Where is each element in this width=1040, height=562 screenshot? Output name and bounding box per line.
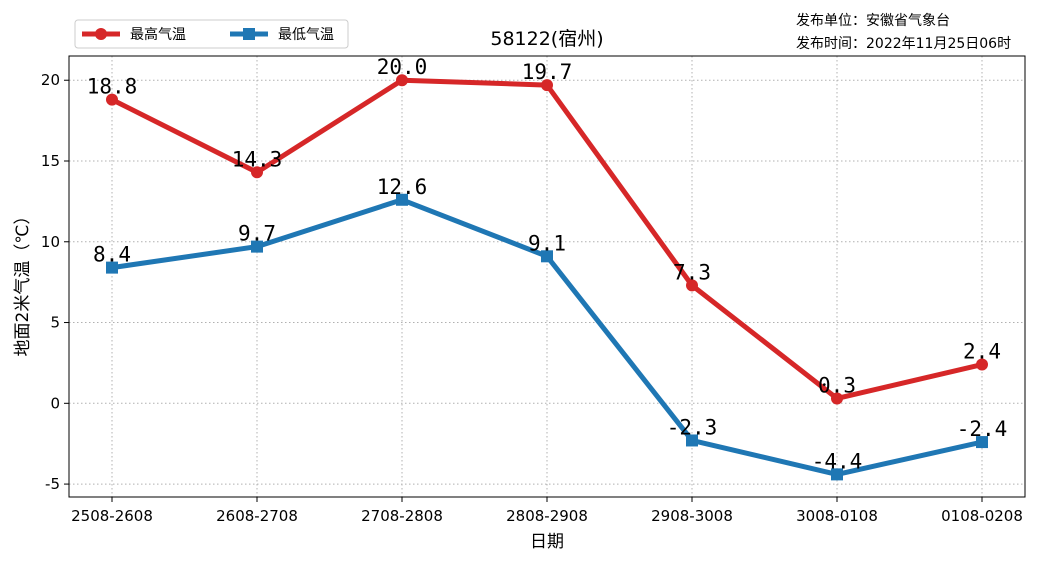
- point-high: [976, 358, 988, 371]
- y-tick-label: 0: [50, 394, 60, 412]
- legend-high-label: 最高气温: [130, 26, 186, 43]
- point-high: [396, 74, 408, 87]
- data-label: 9.1: [528, 231, 566, 255]
- x-axis-title: 日期: [530, 532, 564, 552]
- data-label: 12.6: [377, 175, 428, 199]
- x-tick-label: 2708-2808: [361, 507, 443, 525]
- data-label: 9.7: [238, 222, 276, 246]
- chart-title: 58122(宿州): [490, 28, 603, 50]
- x-axis: 2508-2608 2608-2708 2708-2808 2808-2908 2908…: [71, 497, 1023, 525]
- y-axis: -5 0 5 10 15 20: [41, 71, 69, 493]
- data-label: 19.7: [522, 60, 573, 84]
- point-high: [541, 79, 553, 92]
- point-low: [686, 434, 698, 447]
- x-tick-label: 2908-3008: [651, 507, 733, 525]
- data-labels: 18.8 14.3 20.0 19.7 7.3 0.3 2.4 8.4 9.7 12.6 9.1 -2…: [87, 55, 1008, 473]
- y-axis-title: 地面2米气温（℃）: [13, 208, 33, 357]
- x-tick-label: 2508-2608: [71, 507, 153, 525]
- legend-box: [74, 19, 349, 49]
- point-low: [396, 193, 408, 206]
- x-tick-label: 0108-0208: [941, 507, 1023, 525]
- publisher-text: 发布单位：安徽省气象台: [796, 13, 950, 29]
- point-high: [831, 392, 843, 405]
- y-tick-label: -5: [45, 475, 60, 493]
- point-high: [251, 166, 263, 179]
- data-label: -2.4: [957, 417, 1008, 441]
- data-label: 20.0: [377, 55, 428, 79]
- data-label: -4.4: [812, 449, 863, 473]
- x-tick-label: 2608-2708: [216, 507, 298, 525]
- point-low: [831, 468, 843, 481]
- legend-low-label: 最低气温: [278, 27, 334, 43]
- legend: 最高气温 最低气温: [74, 19, 349, 49]
- data-label: -2.3: [667, 415, 718, 439]
- series-layer: [106, 74, 988, 481]
- x-tick-label: 2808-2908: [506, 507, 588, 525]
- y-tick-label: 15: [41, 152, 60, 170]
- data-label: 0.3: [818, 373, 856, 397]
- data-label: 7.3: [673, 260, 711, 284]
- data-label: 14.3: [232, 147, 283, 171]
- point-high: [106, 93, 118, 106]
- y-tick-label: 20: [41, 71, 60, 89]
- y-tick-label: 5: [50, 314, 60, 332]
- publish-time-text: 发布时间：2022年11月25日06时: [796, 36, 1011, 52]
- point-high: [686, 279, 698, 292]
- data-label: 8.4: [93, 243, 131, 267]
- data-label: 18.8: [87, 75, 138, 99]
- x-tick-label: 3008-0108: [796, 507, 878, 525]
- legend-high-marker: [95, 28, 107, 40]
- grid: [69, 56, 1025, 497]
- point-low: [976, 436, 988, 449]
- point-low: [106, 261, 118, 274]
- data-label: 2.4: [963, 340, 1001, 364]
- point-low: [541, 250, 553, 263]
- legend-low-marker: [243, 28, 255, 40]
- y-tick-label: 10: [41, 233, 60, 251]
- point-low: [251, 240, 263, 253]
